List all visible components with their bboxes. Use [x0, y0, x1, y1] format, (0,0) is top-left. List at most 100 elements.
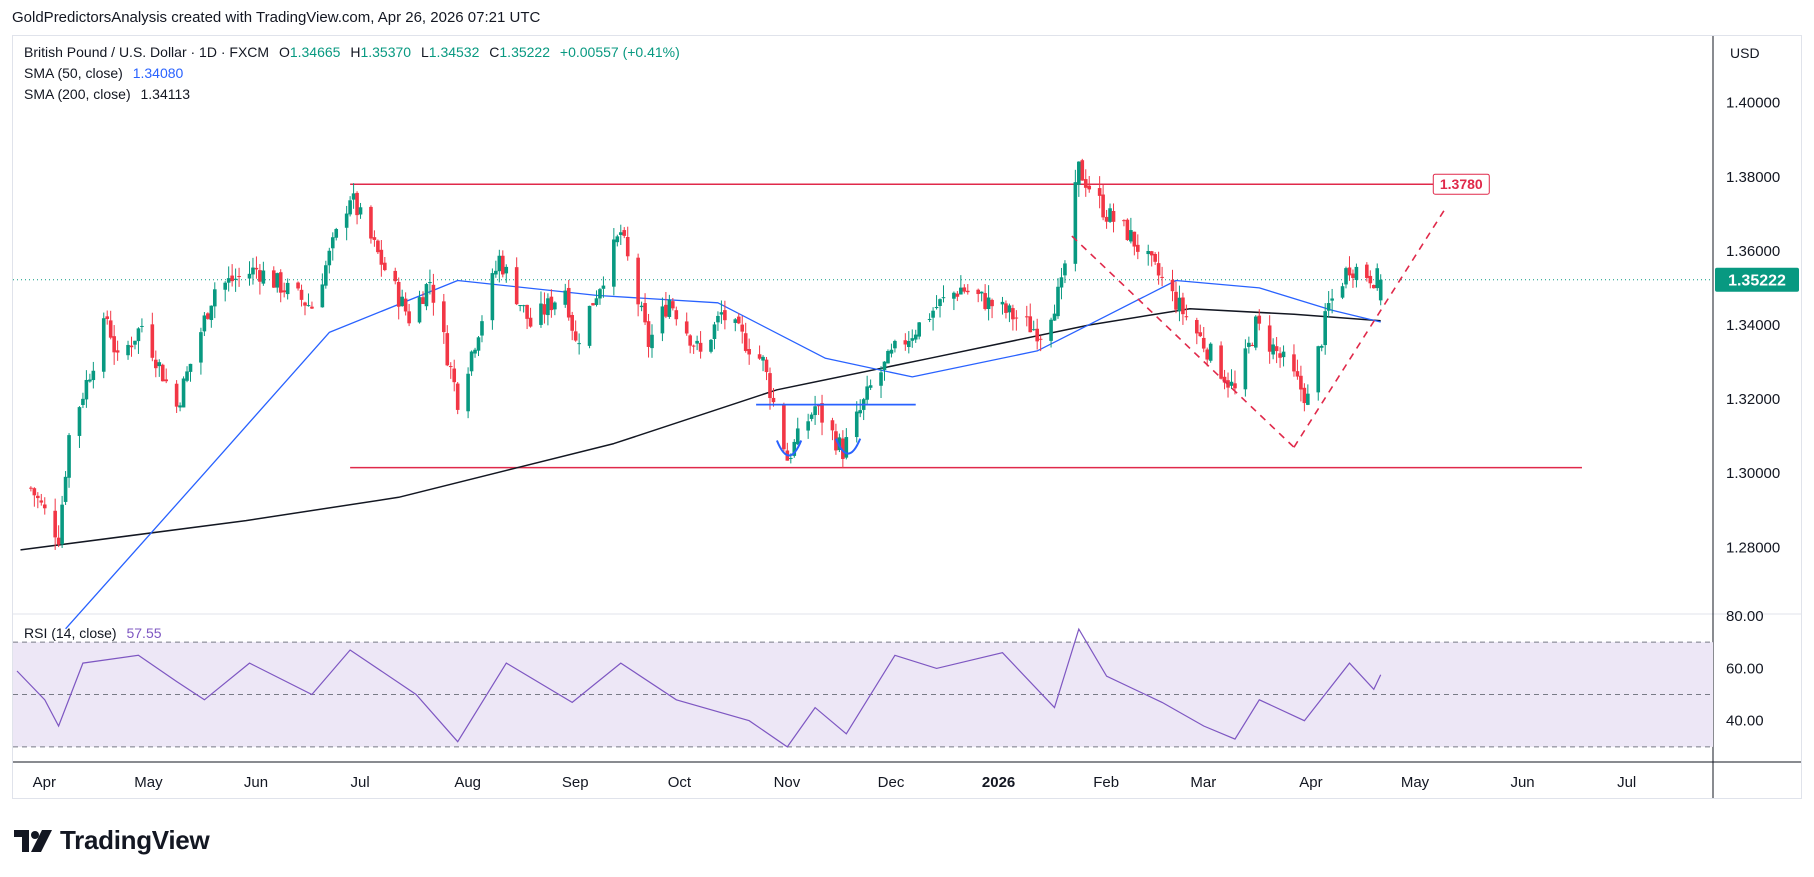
- currency-label[interactable]: USD: [1730, 45, 1760, 61]
- candle: [587, 305, 592, 349]
- candle-body: [622, 230, 627, 236]
- candle-body: [1101, 194, 1105, 218]
- resistance-badge: 1.3780: [1440, 176, 1483, 192]
- candle: [251, 257, 255, 285]
- rsi-legend[interactable]: RSI (14, close) 57.55: [24, 625, 162, 641]
- candle-body: [88, 379, 92, 382]
- candle-body: [136, 328, 141, 342]
- candle-body: [1083, 179, 1088, 188]
- candle-body: [1344, 268, 1348, 285]
- candle: [1274, 336, 1279, 364]
- candle-body: [743, 333, 748, 351]
- candle: [101, 312, 106, 379]
- candle-body: [278, 272, 283, 293]
- candle-body: [1049, 319, 1053, 341]
- candle: [1306, 384, 1310, 406]
- double-bottom-arc: [834, 438, 862, 455]
- candle-body: [466, 373, 470, 412]
- candle: [299, 284, 304, 307]
- candle: [747, 338, 751, 365]
- candle-body: [445, 333, 450, 366]
- candle: [1326, 291, 1331, 318]
- candle-body: [789, 457, 793, 459]
- candle: [854, 401, 859, 443]
- candle-body: [664, 304, 668, 317]
- candle-body: [160, 364, 165, 382]
- sma50-legend[interactable]: SMA (50, close) 1.34080: [24, 65, 183, 81]
- candle: [1195, 317, 1199, 345]
- candle: [1378, 274, 1383, 306]
- candle: [889, 343, 894, 358]
- close-label: C: [489, 44, 500, 60]
- candle: [431, 273, 436, 316]
- candle: [81, 392, 85, 409]
- candle: [1059, 267, 1064, 300]
- candle: [1024, 305, 1029, 327]
- candle-body: [1184, 316, 1189, 318]
- candle: [1354, 263, 1359, 288]
- time-tick-label: May: [1401, 774, 1430, 791]
- candle-body: [334, 229, 339, 238]
- candle: [296, 281, 300, 291]
- candle-body: [1278, 353, 1282, 358]
- candle: [223, 281, 227, 302]
- candle: [105, 310, 110, 325]
- candle-body: [275, 273, 280, 288]
- candle-body: [747, 349, 751, 355]
- candle-body: [1198, 332, 1203, 337]
- candle-body: [716, 315, 720, 323]
- candle: [306, 293, 311, 307]
- candle-body: [230, 275, 234, 282]
- candle: [955, 291, 960, 302]
- resistance-badge-box: [1432, 173, 1490, 195]
- candle-body: [199, 332, 203, 363]
- sma200-label: SMA (200, close): [24, 86, 131, 102]
- candle: [233, 268, 238, 292]
- candle-body: [101, 318, 106, 372]
- candle: [1014, 310, 1019, 331]
- candle: [539, 291, 543, 328]
- candle: [820, 394, 824, 436]
- candle-body: [768, 373, 772, 399]
- time-tick-label: Apr: [1299, 774, 1322, 791]
- candle: [202, 311, 207, 337]
- candle: [903, 333, 908, 351]
- candle: [455, 381, 460, 415]
- candle: [32, 487, 37, 507]
- candle: [67, 433, 71, 488]
- time-tick-label: Jun: [244, 774, 268, 791]
- candle: [983, 284, 987, 311]
- sma200-legend[interactable]: SMA (200, close) 1.34113: [24, 86, 190, 102]
- candle: [303, 301, 307, 316]
- candle-body: [209, 305, 214, 320]
- candle-body: [674, 310, 679, 320]
- candle-body: [858, 410, 863, 414]
- candle: [396, 277, 401, 320]
- candle-body: [757, 354, 762, 359]
- time-tick-label: 2026: [982, 774, 1015, 791]
- candle: [376, 239, 380, 254]
- candle: [494, 260, 498, 278]
- candle: [476, 335, 481, 357]
- candle: [1292, 344, 1296, 377]
- candle: [625, 226, 630, 261]
- candle-body: [712, 324, 717, 340]
- candle-body: [178, 405, 182, 408]
- candle: [330, 232, 335, 261]
- candle-body: [709, 339, 713, 352]
- candle: [882, 361, 887, 381]
- candle-body: [1170, 279, 1175, 292]
- candle: [1365, 262, 1369, 282]
- candle-body: [816, 405, 821, 407]
- candle: [504, 264, 509, 283]
- tradingview-logo[interactable]: TradingView: [14, 825, 210, 856]
- candle: [1132, 231, 1137, 256]
- candle: [830, 417, 835, 441]
- candle-body: [1281, 351, 1286, 358]
- candle-body: [906, 341, 911, 348]
- candle: [716, 311, 720, 331]
- candle: [601, 276, 606, 298]
- candle: [549, 289, 554, 318]
- candle: [185, 366, 189, 383]
